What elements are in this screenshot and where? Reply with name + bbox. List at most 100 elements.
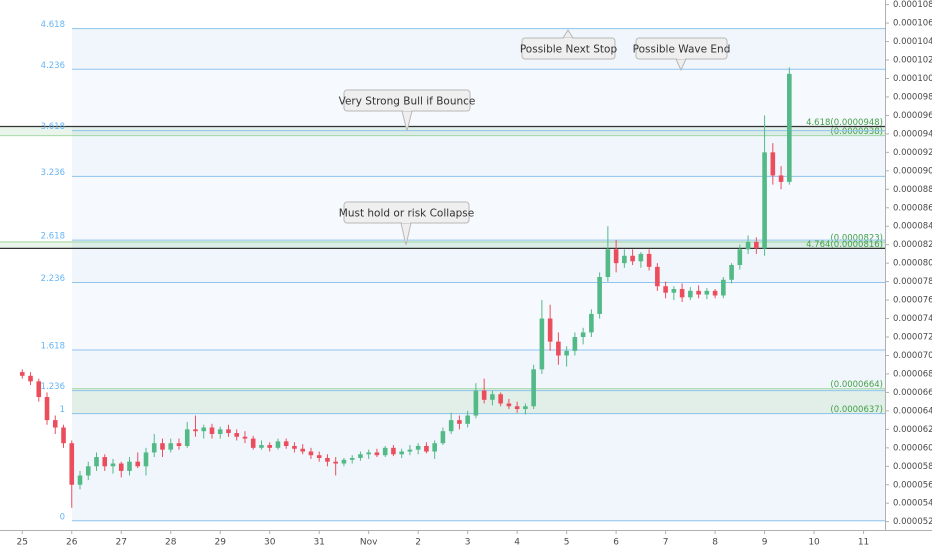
zone [72, 388, 885, 414]
candle-body [28, 375, 33, 382]
candle-body [572, 337, 578, 351]
callout: Possible Next Stop [520, 29, 618, 60]
fib-band [72, 176, 885, 241]
candle-body [729, 265, 734, 280]
candle-body [663, 286, 668, 293]
zone-label: (0.0000823) [830, 233, 883, 243]
candle-body [135, 461, 141, 467]
candle-body [514, 406, 520, 410]
candle-body [671, 289, 677, 293]
candle-body [316, 455, 322, 458]
candle-body [490, 394, 495, 400]
candle-body [118, 463, 124, 471]
candle-body [151, 443, 157, 453]
zone-label: (0.0000664) [830, 380, 883, 390]
candle-body [589, 313, 594, 333]
x-tick-label: 9 [762, 538, 768, 548]
candle-body [770, 152, 776, 176]
zone [0, 241, 885, 249]
candle-body [457, 420, 462, 424]
fib-band [72, 349, 885, 391]
candle-body [168, 443, 174, 450]
x-tick-label: 11 [858, 538, 869, 548]
x-tick-label: 6 [613, 538, 619, 548]
candle-body [597, 277, 602, 314]
candle-body [580, 332, 586, 338]
fib-band [72, 130, 885, 177]
candle-body [358, 454, 363, 458]
callout-pointer [675, 58, 687, 72]
candle-body [36, 381, 42, 398]
candle-body [630, 255, 635, 262]
candle-body [300, 448, 305, 452]
candle-body [399, 451, 404, 455]
callout-text: Must hold or risk Collapse [339, 208, 474, 220]
fib-band [72, 282, 885, 350]
candle-body [160, 443, 165, 450]
fib-label: 1 [60, 405, 65, 415]
candle-body [259, 445, 264, 448]
candle-body [696, 290, 701, 295]
candle-body [283, 441, 289, 446]
candle-body [679, 289, 685, 298]
candle-body [250, 438, 256, 448]
candle-body [226, 429, 231, 434]
candle-body [465, 415, 470, 424]
candle-body [391, 447, 396, 455]
callout-pointer [401, 110, 413, 132]
x-tick-label: 28 [165, 538, 177, 548]
callout: Possible Wave End [633, 37, 730, 72]
fib-label: 2.236 [41, 274, 65, 284]
y-tick-label: 0.0001080 [893, 0, 932, 10]
x-tick-label: 29 [214, 538, 226, 548]
candle-body [638, 253, 644, 262]
candle-body [333, 461, 338, 464]
candle-body [127, 461, 132, 471]
candle-body [712, 290, 718, 296]
candle-body [721, 279, 726, 296]
callout-pointer [400, 222, 412, 246]
callout-text: Possible Next Stop [520, 44, 618, 56]
fib-band [72, 28, 885, 70]
candle-body [745, 241, 751, 250]
candle-body [498, 394, 503, 404]
fib-label: 4.236 [41, 61, 65, 71]
candle-body [209, 427, 215, 434]
candle-body [234, 433, 240, 437]
candle-body [440, 431, 446, 444]
x-tick-label: 25 [17, 538, 28, 548]
candle-body [415, 445, 421, 450]
zone-label: 4.764(0.0000816) [806, 240, 883, 250]
candle-body [341, 459, 347, 464]
zone-label: (0.0000637) [830, 405, 883, 415]
x-tick-label: 3 [465, 538, 471, 548]
zone-label: 4.618(0.0000948) [806, 118, 883, 128]
candle-body [382, 447, 388, 456]
fib-label: 0 [60, 512, 65, 522]
x-tick-label: 10 [808, 538, 820, 548]
candle-body [646, 253, 652, 267]
